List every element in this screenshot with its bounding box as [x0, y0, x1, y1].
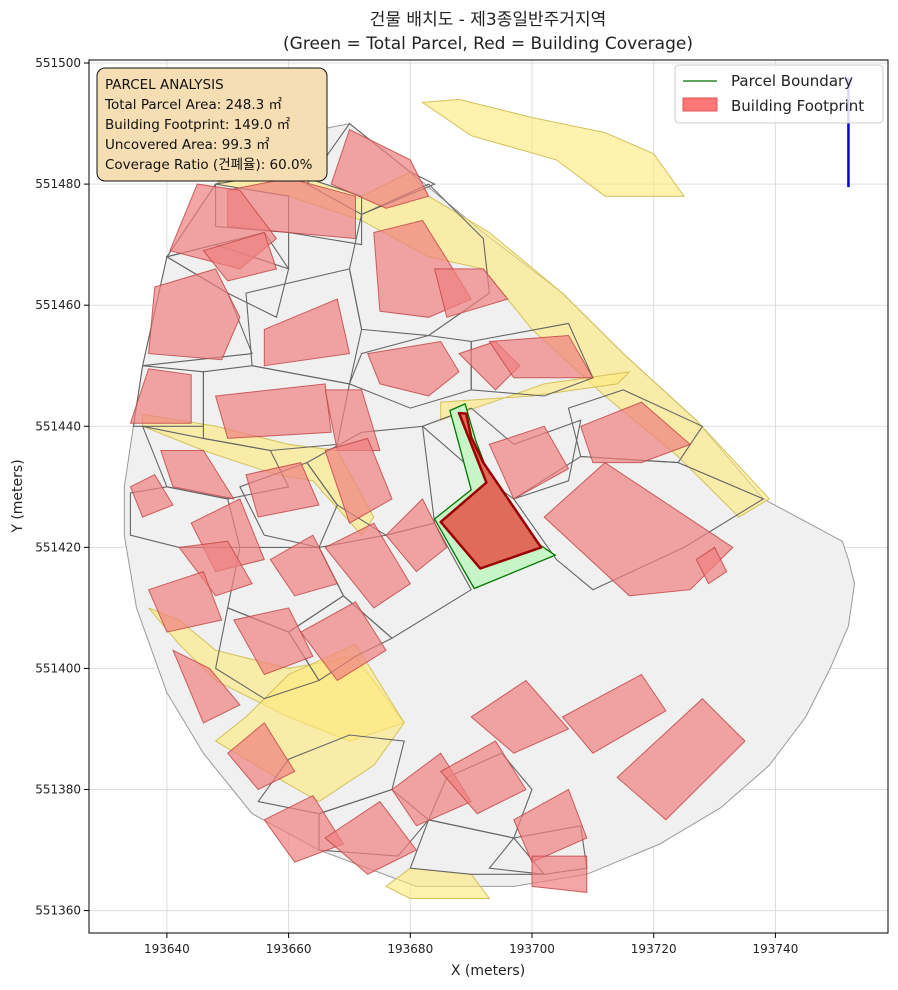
- building-footprint: [160, 450, 235, 500]
- building-footprint: [324, 800, 418, 875]
- axis-ticks: 193640 193660 193680 193700 193720 193740 5513…: [35, 56, 798, 956]
- building-footprint: [263, 298, 351, 367]
- x-tick-label: 193740: [753, 942, 799, 956]
- y-tick-label: 551500: [35, 56, 81, 70]
- target-parcel-layer: [433, 403, 557, 590]
- y-tick-label: 551440: [35, 419, 81, 433]
- building-footprint: [367, 340, 460, 397]
- building-footprint: [433, 268, 509, 318]
- info-box-bg: [96, 67, 328, 182]
- plot-frame: [88, 59, 889, 934]
- building-footprint: [616, 698, 746, 821]
- parcel-polygon: [348, 183, 490, 337]
- building-footprint: [214, 383, 332, 439]
- x-tick-label: 193720: [631, 942, 677, 956]
- y-tick-label: 551460: [35, 298, 81, 312]
- y-axis-label: Y (meters): [10, 459, 26, 533]
- x-axis-label: X (meters): [451, 963, 525, 979]
- building-footprint: [172, 649, 241, 724]
- info-coverage: Coverage Ratio (건폐율): 60.0%: [105, 157, 313, 173]
- info-footprint: Building Footprint: 149.0 ㎡: [105, 117, 291, 133]
- building-footprint: [147, 570, 223, 633]
- building-footprint: [385, 498, 448, 573]
- roads-layer: [142, 98, 771, 899]
- info-heading: PARCEL ANALYSIS: [105, 77, 224, 93]
- building-footprint: [488, 334, 594, 379]
- legend-swatch-building: [682, 97, 718, 112]
- parcel-polygon: [470, 322, 594, 397]
- building-footprint: [324, 389, 381, 451]
- legend-box: [674, 64, 884, 124]
- x-tick-label: 193700: [509, 942, 555, 956]
- building-footprint: [245, 462, 320, 518]
- building-footprint: [226, 722, 296, 791]
- building-footprint: [269, 534, 339, 597]
- legend-label-parcel: Parcel Boundary: [731, 72, 853, 90]
- chart-subtitle: (Green = Total Parcel, Red = Building Co…: [283, 34, 693, 54]
- x-tick-label: 193680: [387, 942, 433, 956]
- legend-label-building: Building Footprint: [731, 97, 864, 115]
- x-tick-label: 193660: [266, 942, 312, 956]
- info-uncovered: Uncovered Area: 99.3 ㎡: [105, 137, 270, 153]
- info-total-area: Total Parcel Area: 248.3 ㎡: [104, 97, 282, 113]
- y-tick-label: 551480: [35, 177, 81, 191]
- parcel-analysis-box: PARCEL ANALYSIS Total Parcel Area: 248.3…: [96, 67, 328, 182]
- parcel-polygon: [409, 819, 546, 875]
- target-building-footprint: [439, 411, 543, 570]
- building-footprint: [695, 546, 728, 585]
- building-footprint: [439, 740, 527, 815]
- building-footprint: [580, 401, 692, 464]
- building-footprint: [202, 231, 278, 282]
- road-polygon: [421, 98, 686, 197]
- parcel-polygon: [245, 268, 363, 385]
- chart-title: 건물 배치도 - 제3종일반주거지역: [370, 10, 606, 30]
- building-footprint: [470, 679, 570, 754]
- building-footprint: [129, 474, 174, 518]
- y-tick-label: 551420: [35, 540, 81, 554]
- building-footprint: [513, 788, 588, 863]
- road-polygon: [440, 371, 631, 421]
- legend: Parcel Boundary Building Footprint: [674, 64, 884, 124]
- building-footprint: [324, 522, 411, 609]
- building-footprint: [330, 128, 430, 209]
- building-footprint: [561, 673, 667, 754]
- building-footprint: [233, 607, 314, 676]
- y-tick-label: 551380: [35, 783, 81, 797]
- building-footprint: [300, 601, 387, 682]
- building-footprint: [324, 437, 393, 524]
- buildings-layer: [129, 128, 746, 893]
- building-footprint: [531, 855, 588, 893]
- y-tick-label: 551360: [35, 904, 81, 918]
- building-footprint: [148, 268, 241, 361]
- building-footprint: [488, 425, 570, 500]
- building-footprint: [129, 368, 192, 424]
- y-tick-label: 551400: [35, 661, 81, 675]
- x-tick-label: 193640: [144, 942, 190, 956]
